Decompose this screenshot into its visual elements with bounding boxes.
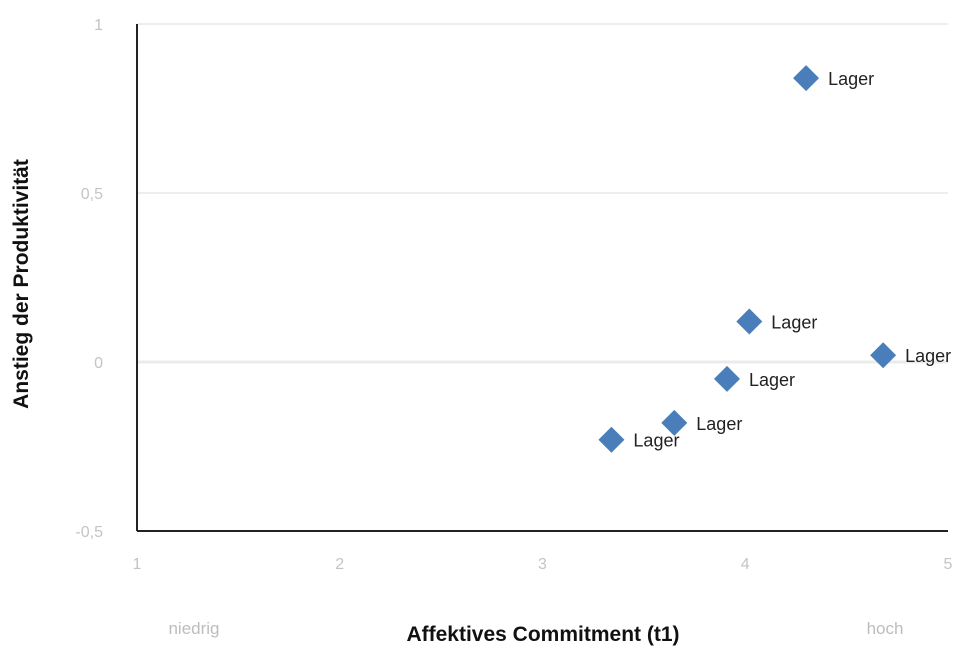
data-points: Lager Lager Lager Lager Lager Lager: [598, 65, 951, 453]
y-axis-ticks: -0,5 0 0,5 1: [75, 17, 103, 541]
x-tick-label: 2: [335, 556, 344, 573]
data-point-marker: [793, 65, 820, 92]
y-tick-label: -0,5: [75, 524, 103, 541]
y-tick-label: 0,5: [81, 186, 103, 203]
y-tick-label: 0: [94, 355, 103, 372]
data-point-marker: [736, 308, 763, 335]
data-point-label: Lager: [696, 414, 742, 434]
x-tick-label: 1: [133, 556, 142, 573]
data-point-label: Lager: [828, 69, 874, 89]
x-axis-ticks: 1 2 3 4 5: [133, 556, 953, 573]
data-point-label: Lager: [905, 346, 951, 366]
x-axis-title: Affektives Commitment (t1): [406, 623, 679, 646]
y-axis-title: Anstieg der Produktivität: [10, 159, 33, 409]
x-annotation-low: niedrig: [168, 619, 219, 638]
x-annotation-high: hoch: [867, 619, 904, 638]
data-point-label: Lager: [771, 312, 817, 332]
data-point-label: Lager: [633, 431, 679, 451]
data-point-marker: [598, 426, 625, 453]
data-point-label: Lager: [749, 370, 795, 390]
data-point-marker: [714, 365, 741, 392]
x-tick-label: 4: [741, 556, 750, 573]
x-tick-label: 5: [944, 556, 953, 573]
data-point-marker: [870, 342, 897, 369]
data-point-marker: [661, 409, 688, 436]
y-tick-label: 1: [94, 17, 103, 34]
gridlines: [137, 23, 948, 364]
x-tick-label: 3: [538, 556, 547, 573]
